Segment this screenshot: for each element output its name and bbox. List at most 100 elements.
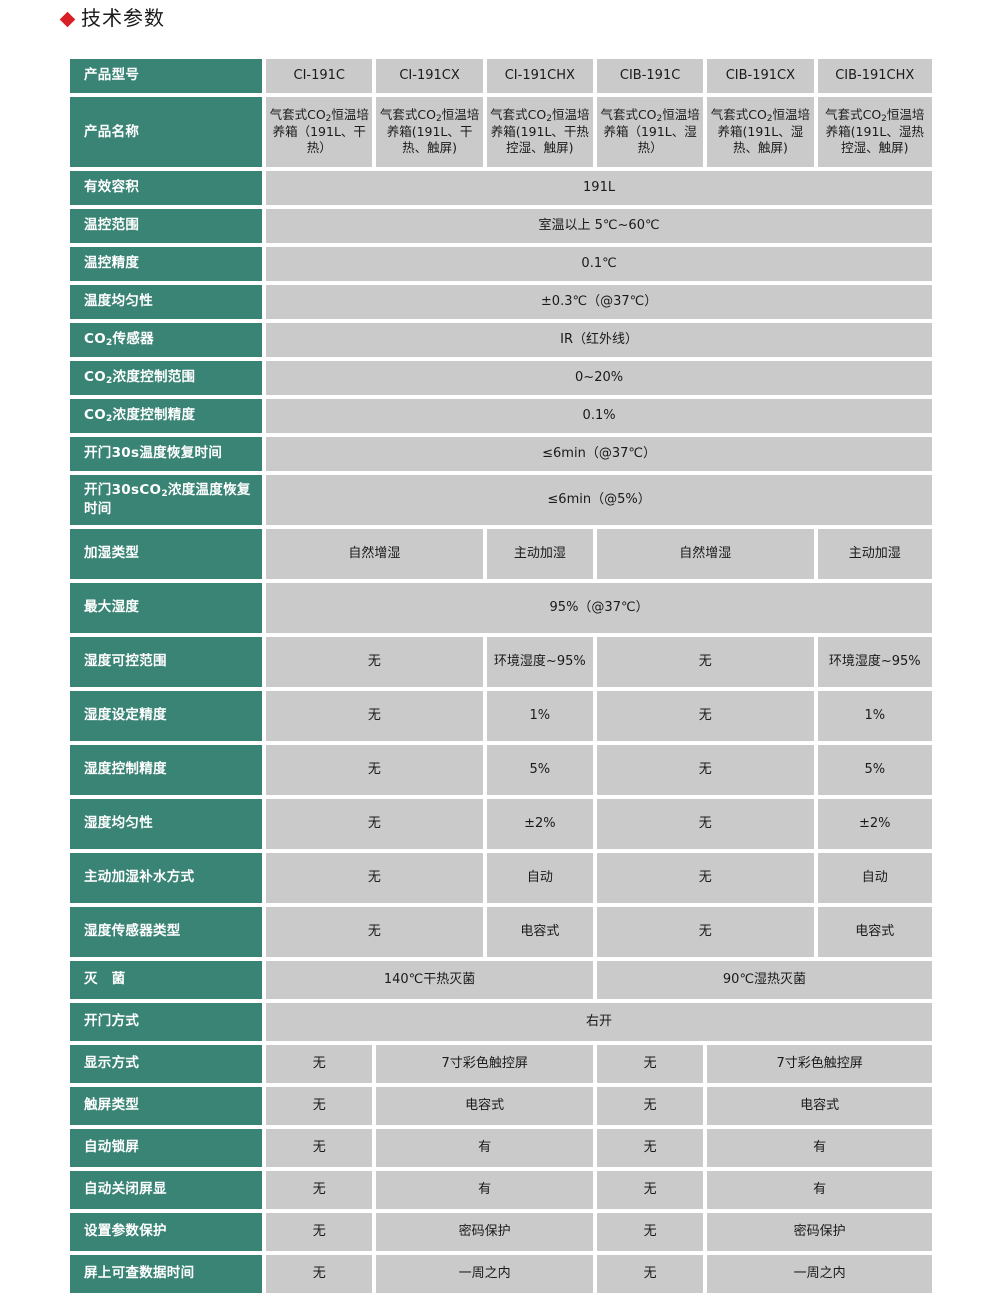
row-label: 加湿类型 xyxy=(70,529,263,579)
spec-cell: 电容式 xyxy=(376,1087,593,1125)
spec-cell: 自动 xyxy=(486,853,593,903)
spec-cell: 无 xyxy=(596,1087,704,1125)
spec-cell: 5% xyxy=(486,745,593,795)
spec-cell: 140℃干热灭菌 xyxy=(266,961,593,999)
spec-cell: 自然增湿 xyxy=(266,529,483,579)
spec-cell: 气套式CO2恒温培养箱（191L、干热） xyxy=(266,97,373,167)
spec-cell: 主动加湿 xyxy=(817,529,932,579)
table-row: 湿度控制精度无 5% 无 5% xyxy=(70,745,932,795)
row-label: CO2浓度控制精度 xyxy=(70,399,263,433)
table-row: 开门方式 右开 xyxy=(70,1003,932,1041)
spec-cell: 无 xyxy=(596,853,814,903)
spec-cell: 电容式 xyxy=(817,907,932,957)
spec-cell: 无 xyxy=(596,907,814,957)
spec-cell: IR（红外线） xyxy=(266,323,932,357)
spec-cell: 有 xyxy=(376,1129,593,1167)
spec-cell: ±0.3℃（@37℃） xyxy=(266,285,932,319)
spec-cell: 密码保护 xyxy=(707,1213,932,1251)
spec-cell: 无 xyxy=(266,1129,373,1167)
spec-cell: 室温以上 5℃~60℃ xyxy=(266,209,932,243)
table-row: 开门30s温度恢复时间 ≤6min（@37℃） xyxy=(70,437,932,471)
row-label: 最大湿度 xyxy=(70,583,263,633)
spec-cell: 电容式 xyxy=(707,1087,932,1125)
row-label: 触屏类型 xyxy=(70,1087,263,1125)
table-row: 温控范围 室温以上 5℃~60℃ xyxy=(70,209,932,243)
spec-cell: 环境湿度~95% xyxy=(486,637,593,687)
row-label: CO2浓度控制范围 xyxy=(70,361,263,395)
spec-cell: 无 xyxy=(596,799,814,849)
spec-cell: 主动加湿 xyxy=(486,529,593,579)
spec-cell: 气套式CO2恒温培养箱(191L、干热、触屏) xyxy=(376,97,483,167)
spec-cell: 0.1% xyxy=(266,399,932,433)
spec-cell: CI-191CHX xyxy=(486,59,593,93)
spec-cell: 气套式CO2恒温培养箱(191L、干热控湿、触屏) xyxy=(486,97,593,167)
row-label: 主动加湿补水方式 xyxy=(70,853,263,903)
spec-cell: 1% xyxy=(486,691,593,741)
row-label: 设置参数保护 xyxy=(70,1213,263,1251)
spec-cell: 0~20% xyxy=(266,361,932,395)
table-row: 设置参数保护无密码保护无密码保护 xyxy=(70,1213,932,1251)
spec-cell: 5% xyxy=(817,745,932,795)
spec-cell: 无 xyxy=(266,1255,373,1293)
row-label: 产品型号 xyxy=(70,59,263,93)
table-row: 有效容积 191L xyxy=(70,171,932,205)
row-label: 温控范围 xyxy=(70,209,263,243)
row-label: 湿度均匀性 xyxy=(70,799,263,849)
row-label: 开门方式 xyxy=(70,1003,263,1041)
spec-cell: 无 xyxy=(596,1171,704,1209)
row-label: 屏上可查数据时间 xyxy=(70,1255,263,1293)
spec-cell: 无 xyxy=(596,745,814,795)
row-label: 湿度设定精度 xyxy=(70,691,263,741)
row-label: 显示方式 xyxy=(70,1045,263,1083)
spec-cell: ≤6min（@5%） xyxy=(266,475,932,525)
page-title: 技术参数 xyxy=(59,6,165,30)
spec-cell: 无 xyxy=(266,1045,373,1083)
spec-sheet-page: 技术参数 产品型号 CI-191C CI-191CX CI-191CHX CIB-191… xyxy=(59,6,932,1293)
diamond-bullet-icon xyxy=(59,11,76,27)
table-row: 自动锁屏无有无有 xyxy=(70,1129,932,1167)
table-row: 温控精度 0.1℃ xyxy=(70,247,932,281)
spec-cell: 气套式CO2恒温培养箱(191L、湿热、触屏) xyxy=(707,97,814,167)
page-title-text: 技术参数 xyxy=(81,6,165,30)
row-label: 湿度可控范围 xyxy=(70,637,263,687)
row-label: CO2传感器 xyxy=(70,323,263,357)
spec-table-body: 产品型号 CI-191C CI-191CX CI-191CHX CIB-191C CIB-… xyxy=(70,59,932,1293)
row-label: 有效容积 xyxy=(70,171,263,205)
table-row: CO2传感器 IR（红外线） xyxy=(70,323,932,357)
spec-cell: 有 xyxy=(376,1171,593,1209)
row-label: 产品名称 xyxy=(70,97,263,167)
spec-cell: 无 xyxy=(266,1171,373,1209)
spec-cell: 191L xyxy=(266,171,932,205)
row-label: 灭 菌 xyxy=(70,961,263,999)
table-row: 主动加湿补水方式无自动无自动 xyxy=(70,853,932,903)
table-row: 产品型号 CI-191C CI-191CX CI-191CHX CIB-191C CIB-… xyxy=(70,59,932,93)
spec-cell: 无 xyxy=(596,1045,704,1083)
spec-cell: 无 xyxy=(596,1213,704,1251)
table-row: 产品名称 气套式CO2恒温培养箱（191L、干热） 气套式CO2恒温培养箱(191L… xyxy=(70,97,932,167)
spec-cell: 一周之内 xyxy=(707,1255,932,1293)
spec-cell: CI-191C xyxy=(266,59,373,93)
spec-cell: 无 xyxy=(596,1129,704,1167)
table-row: 自动关闭屏显无有无有 xyxy=(70,1171,932,1209)
table-row: 灭 菌 140℃干热灭菌 90℃湿热灭菌 xyxy=(70,961,932,999)
technical-parameters-table: 产品型号 CI-191C CI-191CX CI-191CHX CIB-191C CIB-… xyxy=(66,55,936,1297)
table-row: 温度均匀性 ±0.3℃（@37℃） xyxy=(70,285,932,319)
row-label: 湿度传感器类型 xyxy=(70,907,263,957)
row-label: 开门30s温度恢复时间 xyxy=(70,437,263,471)
table-row: 湿度均匀性无 ±2% 无 ±2% xyxy=(70,799,932,849)
spec-cell: CIB-191C xyxy=(596,59,704,93)
spec-cell: 有 xyxy=(707,1129,932,1167)
spec-cell: 气套式CO2恒温培养箱（191L、湿热） xyxy=(596,97,704,167)
spec-cell: ±2% xyxy=(817,799,932,849)
spec-cell: 1% xyxy=(817,691,932,741)
spec-cell: 有 xyxy=(707,1171,932,1209)
spec-cell: 自动 xyxy=(817,853,932,903)
spec-cell: 7寸彩色触控屏 xyxy=(376,1045,593,1083)
table-row: 开门30sCO2浓度温度恢复时间 ≤6min（@5%） xyxy=(70,475,932,525)
table-row: 湿度传感器类型无电容式无电容式 xyxy=(70,907,932,957)
spec-cell: 0.1℃ xyxy=(266,247,932,281)
spec-cell: 无 xyxy=(266,1213,373,1251)
spec-cell: 密码保护 xyxy=(376,1213,593,1251)
table-row: 湿度可控范围无环境湿度~95% 无环境湿度~95% xyxy=(70,637,932,687)
table-row: 屏上可查数据时间无一周之内无一周之内 xyxy=(70,1255,932,1293)
